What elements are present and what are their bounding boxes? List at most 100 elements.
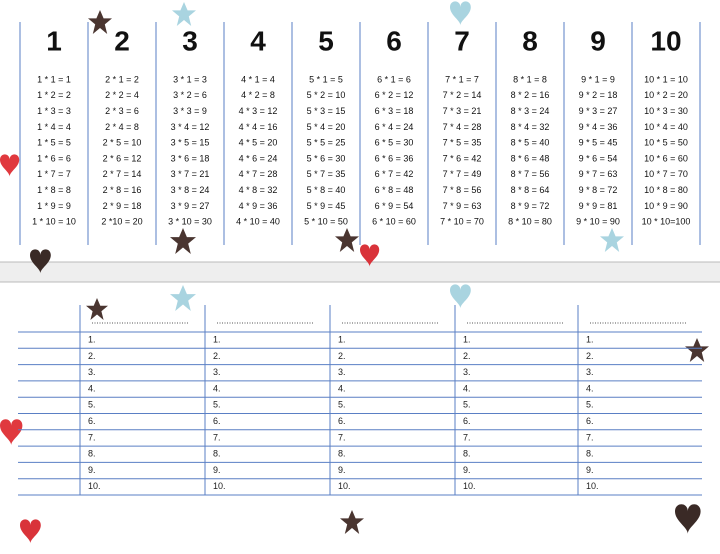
row-label: 2.	[338, 351, 346, 361]
equation: 6 * 3 = 18	[375, 106, 414, 116]
row-label: 6.	[586, 416, 594, 426]
equation: 10 * 10=100	[642, 217, 691, 227]
equation: 4 * 8 = 32	[239, 185, 278, 195]
equation: 8 * 3 = 24	[511, 106, 550, 116]
equation: 4 * 3 = 12	[239, 106, 278, 116]
equation: 7 * 10 = 70	[440, 217, 484, 227]
row-label: 10.	[463, 481, 476, 491]
equation: 9 * 1 = 9	[581, 74, 615, 84]
row-label: 7.	[463, 432, 471, 442]
column-header: 7	[454, 25, 470, 56]
row-label: 8.	[213, 449, 221, 459]
equation: 7 * 2 = 14	[443, 90, 482, 100]
row-label: 1.	[88, 335, 96, 345]
equation: 2 * 7 = 14	[103, 169, 142, 179]
equation: 10 * 9 = 90	[644, 201, 688, 211]
equation: 6 * 8 = 48	[375, 185, 414, 195]
row-label: 5.	[338, 400, 346, 410]
equation: 10 * 1 = 10	[644, 74, 688, 84]
equation: 4 * 10 = 40	[236, 217, 280, 227]
equation: 7 * 4 = 28	[443, 122, 482, 132]
column-header: 2	[114, 25, 130, 56]
equation: 10 * 5 = 50	[644, 138, 688, 148]
equation: 1 * 2 = 2	[37, 90, 71, 100]
column-header: 1	[46, 25, 62, 56]
equation: 5 * 6 = 30	[307, 153, 346, 163]
equation: 5 * 1 = 5	[309, 74, 343, 84]
column-header: 9	[590, 25, 606, 56]
equation: 8 * 10 = 80	[508, 217, 552, 227]
row-label: 4.	[213, 383, 221, 393]
equation: 7 * 7 = 49	[443, 169, 482, 179]
equation: 1 * 10 = 10	[32, 217, 76, 227]
row-label: 2.	[213, 351, 221, 361]
star	[340, 510, 364, 534]
heart	[450, 284, 471, 309]
row-label: 3.	[338, 367, 346, 377]
equation: 4 * 7 = 28	[239, 169, 278, 179]
row-label: 8.	[463, 449, 471, 459]
row-label: 10.	[213, 481, 226, 491]
star	[335, 228, 359, 252]
star	[172, 2, 196, 26]
equation: 9 * 4 = 36	[579, 122, 618, 132]
row-label: 10.	[586, 481, 599, 491]
equation: 8 * 7 = 56	[511, 169, 550, 179]
equation: 2 * 1 = 2	[105, 74, 139, 84]
row-label: 7.	[213, 432, 221, 442]
equation: 7 * 5 = 35	[443, 138, 482, 148]
equation: 2 * 8 = 16	[103, 185, 142, 195]
decorations	[0, 1, 709, 544]
equation: 1 * 3 = 3	[37, 106, 71, 116]
equation: 6 * 4 = 24	[375, 122, 414, 132]
row-label: 5.	[88, 400, 96, 410]
equation: 10 * 6 = 60	[644, 153, 688, 163]
heart	[20, 519, 41, 544]
row-label: 10.	[88, 481, 101, 491]
row-label: 3.	[213, 367, 221, 377]
equation: 5 * 7 = 35	[307, 169, 346, 179]
equation: 3 * 4 = 12	[171, 122, 210, 132]
equation: 2 * 6 = 12	[103, 153, 142, 163]
equation: 3 * 10 = 30	[168, 217, 212, 227]
equation: 1 * 9 = 9	[37, 201, 71, 211]
equation: 6 * 1 = 6	[377, 74, 411, 84]
equation: 3 * 3 = 9	[173, 106, 207, 116]
equation: 7 * 3 = 21	[443, 106, 482, 116]
equation: 1 * 8 = 8	[37, 185, 71, 195]
row-label: 3.	[586, 367, 594, 377]
row-label: 5.	[463, 400, 471, 410]
equation: 1 * 4 = 4	[37, 122, 71, 132]
equation: 5 * 8 = 40	[307, 185, 346, 195]
row-label: 2.	[88, 351, 96, 361]
equation: 1 * 6 = 6	[37, 153, 71, 163]
row-label: 3.	[88, 367, 96, 377]
row-label: 4.	[463, 383, 471, 393]
equation: 5 * 9 = 45	[307, 201, 346, 211]
row-label: 2.	[586, 351, 594, 361]
column-header: 4	[250, 25, 266, 56]
equation: 9 * 3 = 27	[579, 106, 618, 116]
equation: 2 * 3 = 6	[105, 106, 139, 116]
heart	[0, 154, 20, 177]
heart	[360, 244, 380, 267]
equation: 6 * 2 = 12	[375, 90, 414, 100]
equation: 9 * 2 = 18	[579, 90, 618, 100]
equation: 10 * 3 = 30	[644, 106, 688, 116]
equation: 8 * 6 = 48	[511, 153, 550, 163]
equation: 7 * 9 = 63	[443, 201, 482, 211]
equation: 9 * 7 = 63	[579, 169, 618, 179]
row-label: 10.	[338, 481, 351, 491]
equation: 5 * 5 = 25	[307, 138, 346, 148]
star	[600, 228, 624, 252]
equation: 6 * 5 = 30	[375, 138, 414, 148]
equation: 4 * 2 = 8	[241, 90, 275, 100]
equation: 3 * 5 = 15	[171, 138, 210, 148]
equation: 8 * 8 = 64	[511, 185, 550, 195]
equation: 9 * 8 = 72	[579, 185, 618, 195]
equation: 1 * 7 = 7	[37, 169, 71, 179]
column-header: 5	[318, 25, 334, 56]
row-label: 6.	[338, 416, 346, 426]
row-label: 8.	[586, 449, 594, 459]
